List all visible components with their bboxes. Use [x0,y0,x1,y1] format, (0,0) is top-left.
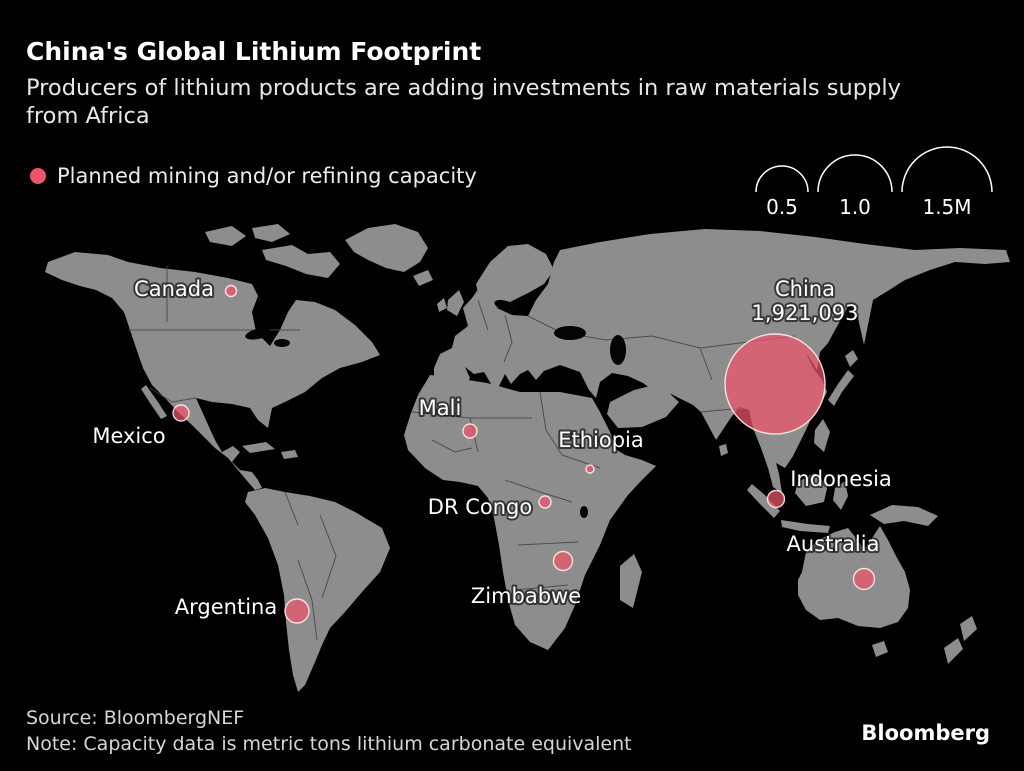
bubble-mali [462,423,478,439]
sumatra [747,484,780,518]
north-america [45,252,380,490]
cuba [242,442,275,453]
bubble-zimbabwe [552,550,574,572]
bubble-australia [852,567,876,591]
madagascar [620,554,642,608]
landmasses [45,224,1010,692]
baja-california [141,385,167,419]
arctic-island-2 [252,224,290,242]
bubbles [172,284,876,624]
sulawesi [833,481,848,510]
label-canada: Canada [134,277,214,301]
arctic-island-1 [205,226,246,246]
great-lakes-west [245,328,271,340]
great-lakes-east [274,339,290,347]
label-indonesia: Indonesia [790,467,892,491]
seas-lakes [245,299,626,518]
new-zealand-north [960,616,977,641]
label-dr-congo: DR Congo [428,495,532,519]
caspian-sea [610,335,626,365]
hokkaido [845,350,858,367]
hispaniola [281,450,298,459]
bubble-dr-congo [538,495,552,509]
eurasia [434,229,1010,493]
label-mali: Mali [419,396,462,420]
legend-label: Planned mining and/or refining capacity [57,164,477,188]
subtitle-line-1: Producers of lithium products are adding… [26,75,901,101]
south-america [245,488,390,692]
chart-footer: Source: BloombergNEF Note: Capacity data… [26,705,632,757]
size-key: 0.5 1.0 1.5M [755,146,993,219]
ireland [437,298,447,312]
japan [828,370,854,406]
legend: Planned mining and/or refining capacity [30,164,477,188]
size-key-label-medium: 1.0 [839,195,871,219]
bubble-argentina [284,598,310,624]
label-australia: Australia [787,532,880,556]
size-key-arc-medium [817,154,893,193]
size-key-label-small: 0.5 [766,195,798,219]
note-text: Note: Capacity data is metric tons lithi… [26,733,632,755]
sri-lanka [719,444,728,456]
scandinavia [476,244,554,308]
label-ethiopia: Ethiopia [558,428,644,452]
subtitle-line-2: from Africa [26,103,150,129]
black-sea [554,326,586,340]
source-text: Source: BloombergNEF [26,707,245,729]
tasmania [872,641,888,657]
baffin-island [262,245,340,278]
bloomberg-logo: Bloomberg [861,721,990,745]
size-key-arc-large [901,146,993,193]
iceland [413,270,433,286]
lake-victoria [580,506,588,518]
label-china: China [775,277,835,301]
legend-dot-icon [30,168,46,184]
baltic-sea [494,299,518,313]
greenland [345,224,428,272]
great-britain [447,290,464,316]
bubble-ethiopia [585,464,595,474]
africa [404,375,656,650]
new-zealand-south [944,638,963,664]
java [781,520,830,533]
bubble-indonesia [766,489,786,509]
borneo [795,473,828,506]
label-argentina: Argentina [175,595,277,619]
size-key-arc-small [755,165,809,193]
label-china-value: 1,921,093 [752,301,859,325]
bubble-mexico [172,404,190,422]
label-zimbabwe: Zimbabwe [471,584,581,608]
page-title: China's Global Lithium Footprint [26,37,482,66]
new-guinea [870,505,938,526]
chart-subtitle: Producers of lithium products are adding… [26,74,901,130]
size-key-label-large: 1.5M [922,195,971,219]
bubble-canada [224,284,238,298]
chart-header: China's Global Lithium Footprint Produce… [26,36,901,130]
label-mexico: Mexico [92,424,165,448]
bubble-labels: Canada Mexico Argentina Mali Ethiopia DR… [90,275,893,621]
philippines [814,419,830,452]
bubble-china [724,333,826,435]
